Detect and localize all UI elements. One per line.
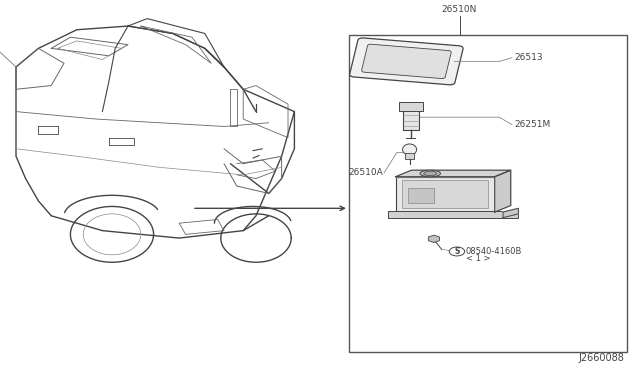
Bar [403,108,419,130]
Bar [349,35,627,352]
Bar [399,102,423,111]
FancyBboxPatch shape [349,38,463,85]
Circle shape [449,247,465,256]
Bar [405,153,414,159]
Text: 26510N: 26510N [442,5,477,14]
Ellipse shape [424,171,436,176]
Text: 26251M: 26251M [514,120,550,129]
Text: 08540-4160B: 08540-4160B [466,247,522,256]
Polygon shape [396,170,511,177]
Text: 26513: 26513 [514,53,543,62]
Ellipse shape [403,144,417,155]
Text: 26510A: 26510A [348,169,383,177]
Bar [396,177,495,212]
Bar [402,180,488,208]
Text: < 1 >: < 1 > [466,254,490,263]
Bar [408,188,434,203]
Text: S: S [454,247,460,256]
Bar [388,211,518,218]
Polygon shape [503,208,518,218]
Polygon shape [495,170,511,212]
Text: J2660088: J2660088 [578,353,624,363]
Ellipse shape [420,170,440,177]
FancyBboxPatch shape [362,44,451,78]
